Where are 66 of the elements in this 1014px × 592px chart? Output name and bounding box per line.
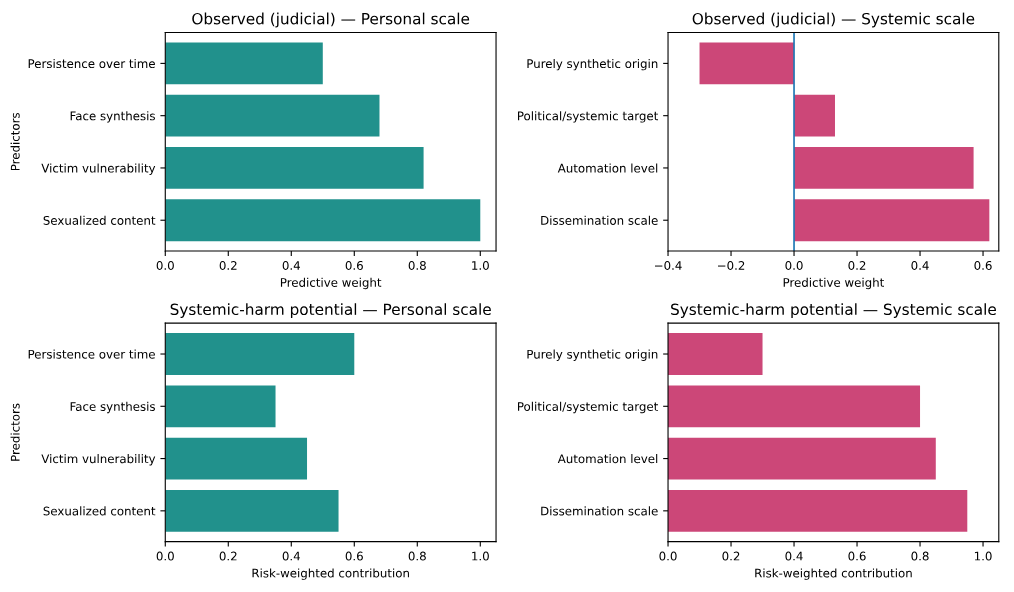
bar bbox=[794, 147, 974, 189]
bar bbox=[165, 199, 481, 242]
y-axis-title: Predictors bbox=[10, 403, 20, 461]
bar bbox=[668, 489, 968, 532]
bar bbox=[165, 437, 308, 480]
y-tick-label: Face synthesis bbox=[70, 401, 155, 414]
bar bbox=[165, 385, 276, 428]
y-tick-label: Sexualized content bbox=[43, 215, 156, 225]
bar bbox=[165, 489, 339, 532]
y-tick-label: Persistence over time bbox=[28, 58, 155, 69]
x-axis-title: Predictive weight bbox=[783, 277, 884, 290]
y-tick-label: Face synthesis bbox=[70, 111, 155, 123]
x-tick-label: 0.8 bbox=[408, 551, 426, 561]
x-axis-title: Predictive weight bbox=[280, 277, 382, 290]
bar bbox=[668, 437, 936, 480]
x-axis-title: Risk-weighted contribution bbox=[252, 568, 409, 580]
x-tick-label: 0.0 bbox=[156, 261, 174, 270]
y-tick-label: Sexualized content bbox=[43, 506, 156, 516]
x-tick-label: 0.4 bbox=[911, 261, 929, 270]
x-tick-label: 1.0 bbox=[472, 551, 489, 561]
chart-title: Observed (judicial) — Personal scale bbox=[192, 12, 470, 28]
bar bbox=[699, 42, 795, 85]
bar bbox=[794, 199, 990, 242]
x-tick-label: 0.8 bbox=[911, 551, 929, 561]
y-tick-label: Purely synthetic origin bbox=[527, 349, 658, 361]
x-tick-label: 0.2 bbox=[219, 551, 237, 561]
bar bbox=[668, 333, 763, 375]
x-tick-label: 0.4 bbox=[282, 261, 301, 270]
y-tick-label: Automation level bbox=[557, 454, 658, 464]
y-tick-label: Persistence over time bbox=[28, 349, 155, 359]
y-tick-label: Purely synthetic origin bbox=[527, 58, 658, 71]
y-tick-label: Political/systemic target bbox=[518, 401, 659, 414]
x-tick-label: 0.6 bbox=[345, 551, 363, 561]
x-tick-label: 0.0 bbox=[659, 551, 677, 561]
y-tick-label: Dissemination scale bbox=[541, 506, 658, 516]
x-tick-label: 0.6 bbox=[974, 261, 992, 270]
x-tick-label: −0.2 bbox=[717, 261, 745, 270]
y-tick-label: Automation level bbox=[557, 163, 658, 173]
x-tick-label: 0.4 bbox=[785, 551, 803, 561]
bar bbox=[165, 42, 323, 85]
y-tick-label: Dissemination scale bbox=[541, 215, 658, 225]
x-tick-label: 0.0 bbox=[156, 551, 174, 561]
x-axis-title: Risk-weighted contribution bbox=[755, 568, 912, 580]
chart-title: Systemic-harm potential — Systemic scale bbox=[671, 303, 996, 319]
x-tick-label: 0.6 bbox=[848, 551, 866, 561]
bar bbox=[165, 333, 355, 375]
x-tick-label: 0.4 bbox=[282, 551, 301, 561]
bar bbox=[165, 147, 424, 189]
bar bbox=[794, 94, 835, 137]
bar bbox=[668, 385, 921, 428]
chart-title: Systemic-harm potential — Personal scale bbox=[170, 303, 491, 319]
x-tick-label: 0.2 bbox=[219, 261, 237, 270]
y-tick-label: Victim vulnerability bbox=[41, 163, 156, 175]
x-tick-label: 0.2 bbox=[848, 261, 866, 270]
x-tick-label: 0.6 bbox=[345, 261, 363, 270]
x-tick-label: −0.4 bbox=[654, 261, 682, 270]
x-tick-label: 1.0 bbox=[472, 261, 489, 270]
x-tick-label: 0.2 bbox=[722, 551, 740, 561]
x-tick-label: 0.0 bbox=[785, 261, 803, 270]
x-tick-label: 1.0 bbox=[974, 551, 992, 561]
x-tick-label: 0.8 bbox=[408, 261, 426, 270]
y-tick-label: Political/systemic target bbox=[518, 111, 659, 123]
chart-title: Observed (judicial) — Systemic scale bbox=[692, 12, 975, 28]
bar bbox=[165, 94, 380, 137]
y-tick-label: Victim vulnerability bbox=[41, 454, 156, 466]
y-axis-title: Predictors bbox=[10, 112, 20, 171]
